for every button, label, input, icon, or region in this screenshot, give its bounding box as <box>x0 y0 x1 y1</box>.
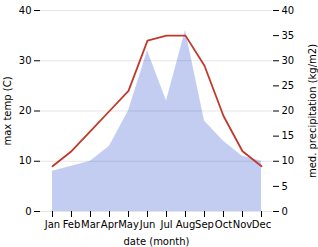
svg-text:10: 10 <box>282 155 295 166</box>
svg-text:Jan: Jan <box>44 219 60 230</box>
svg-text:May: May <box>118 219 139 230</box>
svg-text:Mar: Mar <box>81 219 101 230</box>
svg-text:20: 20 <box>282 105 295 116</box>
svg-text:date (month): date (month) <box>124 236 190 247</box>
svg-text:Jun: Jun <box>139 219 156 230</box>
svg-text:max temp (C): max temp (C) <box>2 76 13 145</box>
svg-text:25: 25 <box>282 80 295 91</box>
svg-text:Apr: Apr <box>101 219 119 230</box>
svg-text:40: 40 <box>19 5 32 16</box>
svg-text:15: 15 <box>282 130 295 141</box>
svg-text:35: 35 <box>282 30 295 41</box>
svg-text:0: 0 <box>25 206 31 217</box>
svg-text:40: 40 <box>282 5 295 16</box>
svg-text:5: 5 <box>282 181 288 192</box>
svg-text:20: 20 <box>19 105 32 116</box>
svg-text:Nov: Nov <box>233 219 253 230</box>
svg-text:Aug: Aug <box>176 219 196 230</box>
svg-text:30: 30 <box>19 55 32 66</box>
svg-text:Oct: Oct <box>215 219 232 230</box>
svg-text:Sep: Sep <box>195 219 214 230</box>
svg-text:Dec: Dec <box>252 219 271 230</box>
svg-text:med. precipitation (kg/m2): med. precipitation (kg/m2) <box>307 44 318 178</box>
svg-text:10: 10 <box>19 155 32 166</box>
svg-text:0: 0 <box>282 206 288 217</box>
svg-text:Feb: Feb <box>63 219 81 230</box>
svg-text:30: 30 <box>282 55 295 66</box>
svg-text:Jul: Jul <box>159 219 172 230</box>
